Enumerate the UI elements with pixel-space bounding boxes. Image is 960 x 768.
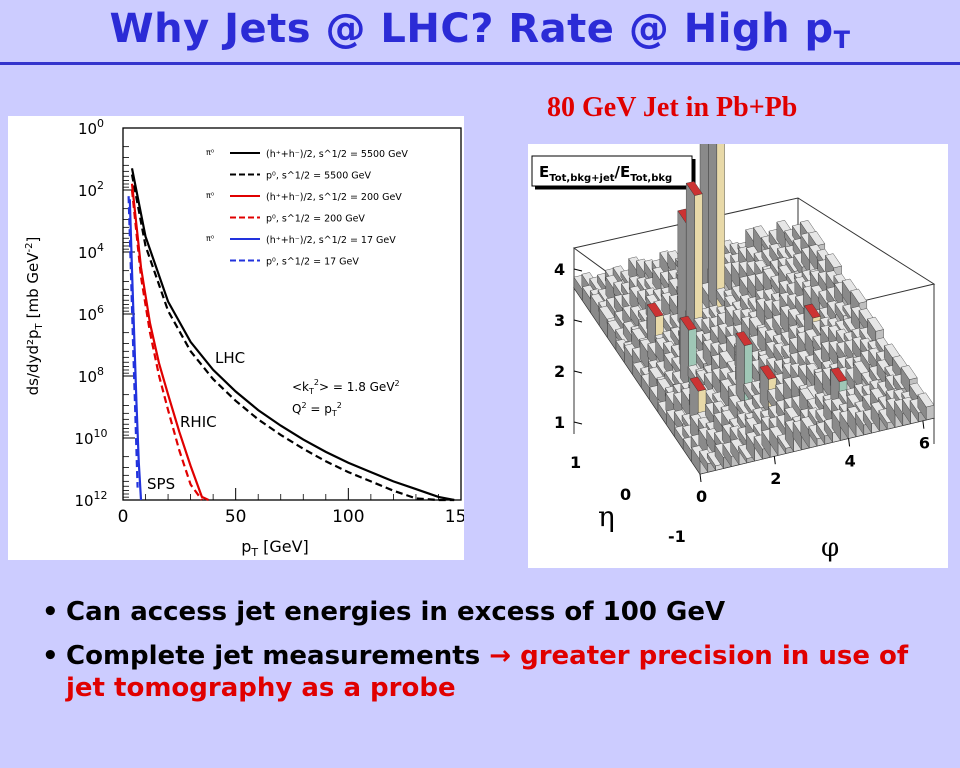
lego-tower-top: [679, 315, 697, 331]
y-tick-label: 1012: [74, 489, 107, 510]
series-line-2: [130, 183, 210, 501]
slide-title: Why Jets @ LHC? Rate @ High pT: [109, 6, 851, 54]
x-tick-label: 0: [118, 507, 129, 527]
phi-tick: [699, 473, 702, 483]
lego-plot: ETot,bkg+jet/ETot,bkg 1 2 3 4 0 2 4 6 -1 0 1 φ η: [528, 144, 948, 568]
lego-towers: [573, 144, 935, 475]
y-tick-label: 100: [78, 117, 104, 138]
bullet-item-2: • Complete jet measurements → greater pre…: [42, 641, 909, 703]
x-tick-label: 150: [445, 507, 464, 527]
annotation-q2: Q2 = pT2: [292, 401, 342, 418]
y-tick-label: 108: [78, 365, 104, 386]
y-tick-label: 1010: [74, 427, 107, 448]
legend-entry-text: p⁰, s^1/2 = 200 GeV: [266, 214, 365, 225]
legend-entry-text: p⁰, s^1/2 = 5500 GeV: [266, 171, 371, 182]
series-group: [127, 168, 455, 502]
x-tick-label: 50: [225, 507, 247, 527]
legend-marker: π⁰: [206, 234, 214, 243]
z-axis-ticks: 1 2 3 4: [554, 260, 583, 432]
lego-tower-front: [926, 404, 935, 421]
pt-spectrum-plot: 100 102 104 106 108 1010 1012 0 50 100 150 π⁰ (h⁺+…: [8, 116, 464, 560]
y-axis-ticks: 100 102 104 106 108 1010 1012: [74, 117, 135, 510]
z-tick: [573, 421, 583, 425]
lego-tower-top: [850, 288, 868, 304]
lego-tower-top: [830, 367, 848, 383]
legend-entry-text: (h⁺+h⁻)/2, s^1/2 = 5500 GeV: [266, 149, 408, 160]
lego-tower-top: [735, 331, 753, 346]
eta-tick-label: 1: [570, 453, 581, 472]
z-tick-label: 2: [554, 362, 565, 381]
legend-entry-text: p⁰, s^1/2 = 17 GeV: [266, 257, 359, 268]
phi-tick: [922, 420, 925, 429]
phi-tick-label: 4: [845, 451, 856, 470]
eta-axis-label: η: [598, 500, 615, 533]
lego-tower-top: [867, 316, 884, 332]
phi-axis-ticks: 0 2 4 6: [696, 420, 930, 506]
annotation-kt: <kT2> = 1.8 GeV2: [292, 378, 400, 396]
x-axis-label: pT [GeV]: [241, 537, 309, 559]
z-tick-label: 1: [554, 413, 565, 432]
series-line-5: [127, 196, 139, 488]
eta-tick-label: 0: [620, 485, 631, 504]
lego-tower-top: [689, 376, 707, 392]
z-tick-label: 3: [554, 311, 565, 330]
lego-tower-side: [677, 210, 687, 334]
title-divider: [0, 62, 960, 65]
bullet-item-1: • Can access jet energies in excess of 10…: [42, 597, 726, 627]
phi-tick-label: 2: [770, 469, 781, 488]
annotation-sps: SPS: [147, 475, 175, 493]
series-line-1: [130, 174, 455, 502]
legend: π⁰ (h⁺+h⁻)/2, s^1/2 = 5500 GeV p⁰, s^1/2 =…: [206, 148, 408, 268]
y-axis-label: ds/dyd²pT[mb GeV-2]: [24, 237, 45, 396]
lego-tower-top: [825, 253, 842, 269]
lego-tower-top: [900, 365, 918, 380]
z-tick: [573, 370, 583, 374]
phi-tick: [848, 438, 851, 447]
legend-entry-text: (h⁺+h⁻)/2, s^1/2 = 200 GeV: [266, 192, 402, 203]
plot-background: [8, 116, 464, 560]
legend-entry-text: (h⁺+h⁻)/2, s^1/2 = 17 GeV: [266, 235, 396, 246]
lego-tower-front: [716, 144, 725, 312]
lego-tower-top: [804, 303, 821, 319]
lego-title-box: [531, 155, 693, 187]
lego-tower-top: [808, 231, 826, 246]
phi-axis-label: φ: [821, 533, 839, 563]
lego-tower-top: [646, 302, 664, 318]
z-tick: [573, 268, 583, 272]
eta-tick-label: -1: [668, 527, 686, 546]
z-tick-label: 4: [554, 260, 565, 279]
annotation-lhc: LHC: [215, 349, 245, 367]
lego-title: ETot,bkg+jet/ETot,bkg: [539, 163, 672, 184]
bullet-list: • Can access jet energies in excess of 10…: [42, 596, 942, 716]
jet-event-caption: 80 GeV Jet in Pb+Pb: [547, 92, 798, 123]
eta-axis-ticks: -1 0 1: [570, 453, 686, 546]
lego-tower-side: [708, 144, 718, 313]
series-line-0: [130, 168, 455, 502]
phi-tick: [773, 456, 776, 465]
y-tick-label: 104: [78, 241, 104, 262]
series-line-4: [128, 199, 143, 501]
phi-tick-label: 0: [696, 487, 707, 506]
phi-tick-label: 6: [919, 434, 930, 453]
x-axis-ticks: 0 50 100 150: [118, 488, 464, 527]
lego-tower-top: [685, 181, 703, 196]
z-tick: [573, 319, 583, 323]
annotation-rhic: RHIC: [180, 413, 217, 431]
legend-marker: π⁰: [206, 148, 214, 157]
y-tick-label: 102: [78, 179, 104, 200]
lego-tower-top: [917, 392, 935, 408]
legend-marker: π⁰: [206, 191, 214, 200]
y-tick-label: 106: [78, 303, 104, 324]
x-tick-label: 100: [332, 507, 364, 527]
lego-tower-top: [759, 364, 777, 380]
